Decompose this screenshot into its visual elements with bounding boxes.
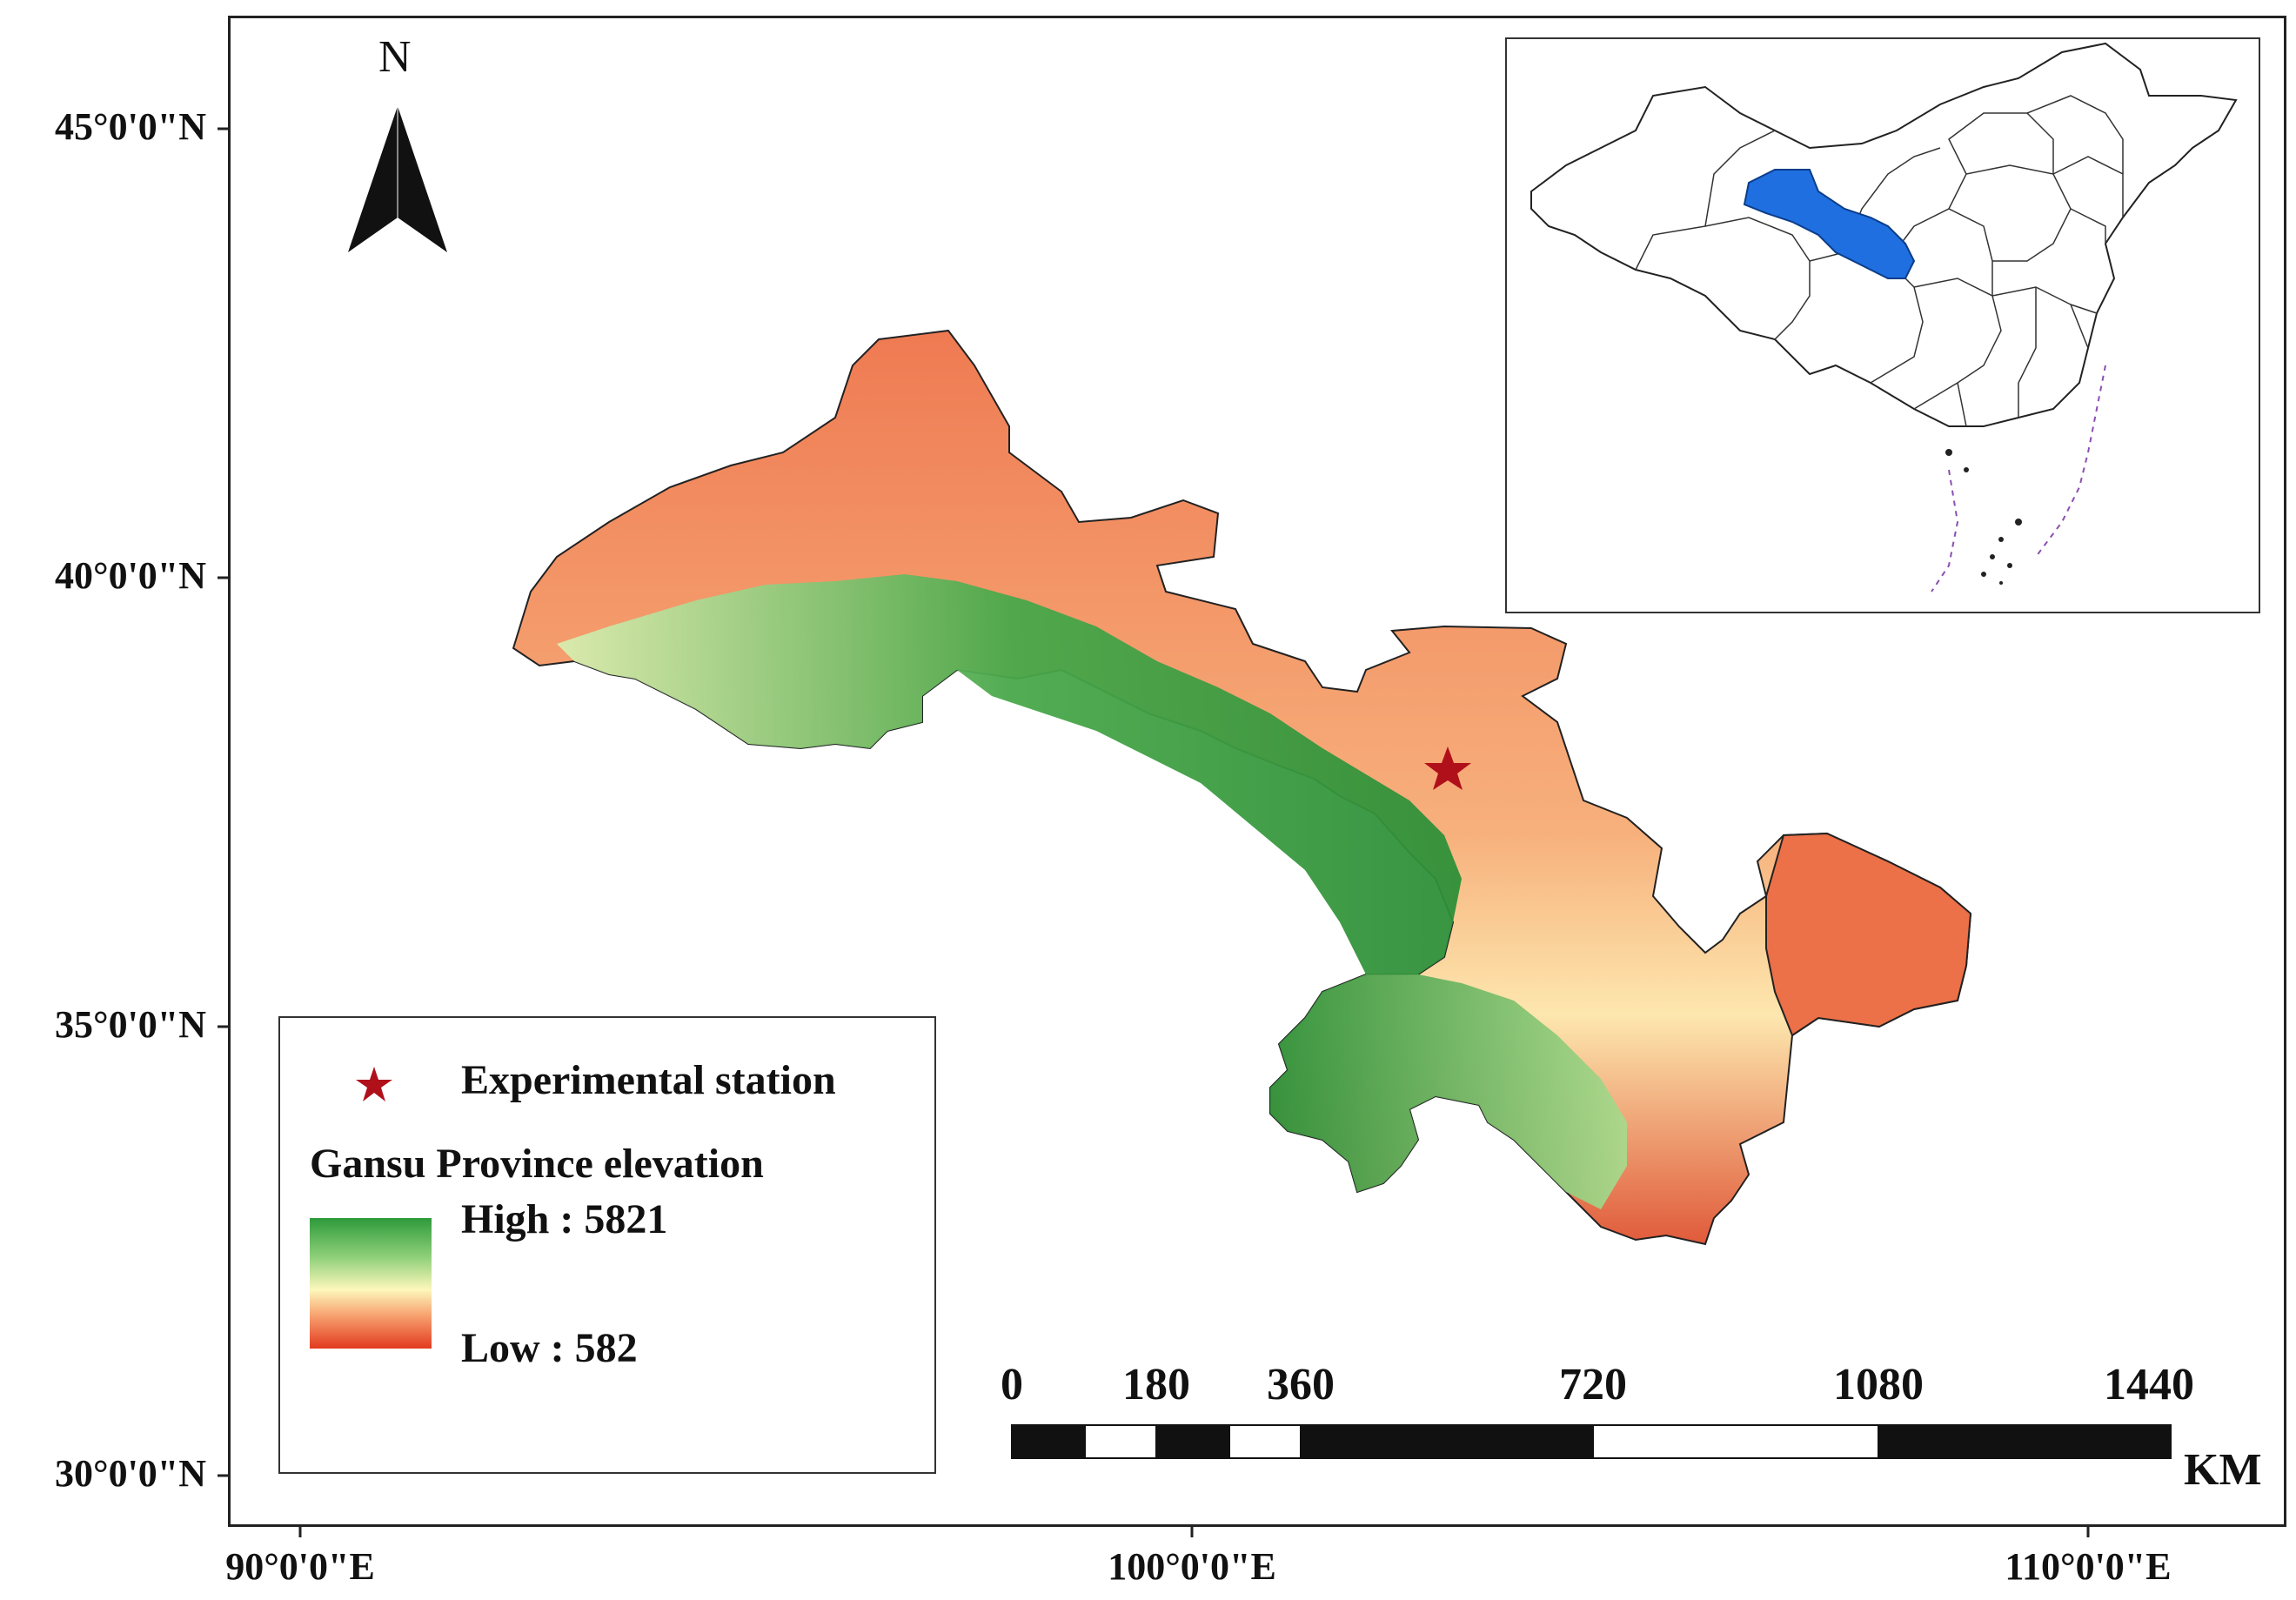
longitude-label-110: 110°0'0"E bbox=[2005, 1545, 2172, 1588]
inset-gansu-highlight bbox=[1743, 169, 1916, 279]
scale-tick-1080: 1080 bbox=[1833, 1360, 1924, 1409]
longitude-label-90: 90°0'0"E bbox=[225, 1545, 375, 1588]
map-frame bbox=[228, 16, 2286, 1527]
scale-tick-180: 180 bbox=[1122, 1360, 1190, 1409]
gansu-elevation-map bbox=[512, 329, 1972, 1246]
qilian-mountains-high-elevation bbox=[557, 574, 1462, 974]
legend-station-label: Experimental station bbox=[461, 1057, 836, 1103]
scale-tick-0: 0 bbox=[1001, 1360, 1023, 1409]
scale-bar bbox=[1011, 1424, 2172, 1459]
latitude-label-35: 35°0'0"N bbox=[54, 1003, 206, 1046]
gannan-high-elevation bbox=[1270, 974, 1627, 1209]
south-china-sea-boundary bbox=[1931, 365, 2106, 592]
scale-tick-720: 720 bbox=[1559, 1360, 1627, 1409]
legend-low-label: Low : 582 bbox=[461, 1325, 638, 1371]
north-arrow-icon bbox=[348, 106, 447, 252]
legend-elevation-title: Gansu Province elevation bbox=[310, 1141, 764, 1187]
longitude-label-100: 100°0'0"E bbox=[1108, 1545, 1276, 1588]
station-legend-icon bbox=[356, 1067, 392, 1101]
china-outline bbox=[1530, 42, 2238, 427]
inset-islands bbox=[1945, 449, 2022, 585]
latitude-label-45: 45°0'0"N bbox=[54, 105, 206, 148]
north-label: N bbox=[378, 32, 412, 82]
legend-high-label: High : 5821 bbox=[461, 1196, 668, 1242]
axis-ticks bbox=[218, 127, 2090, 1537]
inset-map bbox=[1505, 37, 2260, 613]
map-legend: Experimental station Gansu Province elev… bbox=[278, 1016, 936, 1474]
scale-unit: KM bbox=[2184, 1445, 2262, 1495]
latitude-label-40: 40°0'0"N bbox=[54, 554, 206, 597]
scale-tick-1440: 1440 bbox=[2104, 1360, 2194, 1409]
elevation-color-ramp bbox=[310, 1218, 432, 1349]
scale-tick-360: 360 bbox=[1267, 1360, 1335, 1409]
latitude-label-30: 30°0'0"N bbox=[54, 1452, 206, 1495]
experimental-station-marker bbox=[1424, 746, 1471, 790]
qingyang-region bbox=[1765, 832, 1972, 1037]
province-borders bbox=[1635, 95, 2124, 427]
